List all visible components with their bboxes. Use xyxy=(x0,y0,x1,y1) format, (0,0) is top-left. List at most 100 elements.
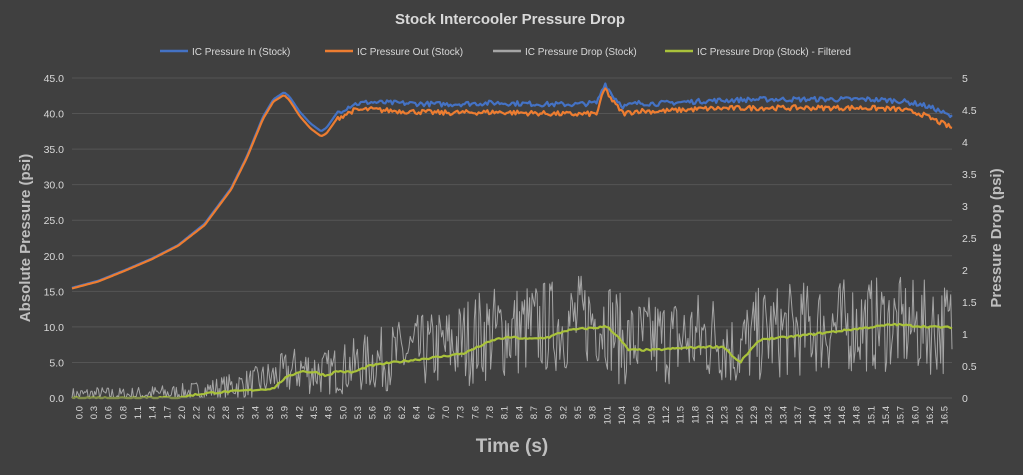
x-tick-label: 0.6 xyxy=(104,406,115,419)
x-tick-label: 11.2 xyxy=(661,406,672,424)
x-tick-label: 6.7 xyxy=(426,406,437,419)
series-line-ic-pressure-out-stock xyxy=(71,87,953,290)
y-tick-label: 35.0 xyxy=(44,144,65,156)
x-tick-label: 9.0 xyxy=(544,406,555,419)
x-tick-label: 16.5 xyxy=(940,406,951,425)
legend-label: IC Pressure Drop (Stock) xyxy=(525,47,637,58)
x-tick-label: 3.6 xyxy=(265,406,276,419)
legend-item-ic-pressure-in-stock: IC Pressure In (Stock) xyxy=(160,47,290,58)
y-tick-label: 40.0 xyxy=(44,109,65,121)
chart-title: Stock Intercooler Pressure Drop xyxy=(395,11,625,28)
x-tick-label: 3.1 xyxy=(236,406,247,419)
y2-tick-label: 5 xyxy=(962,73,968,85)
x-tick-label: 3.9 xyxy=(280,406,291,419)
x-tick-label: 9.5 xyxy=(573,406,584,419)
y2-tick-label: 4 xyxy=(962,137,968,149)
x-tick-label: 14.6 xyxy=(837,406,848,425)
x-tick-label: 8.4 xyxy=(514,406,525,419)
x-tick-label: 4.5 xyxy=(309,406,320,419)
series-line-ic-pressure-drop-stock-filtered xyxy=(71,322,953,400)
x-tick-label: 6.2 xyxy=(397,406,408,419)
series-layer xyxy=(71,82,953,400)
y-tick-label: 5.0 xyxy=(49,357,64,369)
x-tick-label: 7.6 xyxy=(470,406,481,419)
legend: IC Pressure In (Stock) IC Pressure Out (S… xyxy=(160,47,851,58)
x-tick-label: 0.3 xyxy=(89,406,100,419)
y-axis-ticks: 0.0 5.0 10.0 15.0 20.0 25.0 30.0 35.0 40.0 45.0 xyxy=(44,73,65,405)
x-tick-label: 12.3 xyxy=(720,406,731,425)
y-tick-label: 10.0 xyxy=(44,322,65,334)
x-tick-label: 14.3 xyxy=(822,406,833,425)
x-tick-label: 0.8 xyxy=(118,406,129,419)
x-tick-label: 2.2 xyxy=(192,406,203,419)
x-tick-label: 1.4 xyxy=(148,406,159,419)
y-tick-label: 45.0 xyxy=(44,73,65,85)
x-tick-label: 12.6 xyxy=(734,406,745,425)
legend-item-ic-pressure-drop-stock: IC Pressure Drop (Stock) xyxy=(493,47,637,58)
x-tick-label: 16.0 xyxy=(910,406,921,425)
x-tick-label: 7.8 xyxy=(485,406,496,419)
y2-tick-label: 3 xyxy=(962,201,968,213)
x-tick-label: 1.7 xyxy=(162,406,173,419)
legend-item-ic-pressure-drop-stock-filtered: IC Pressure Drop (Stock) - Filtered xyxy=(665,47,851,58)
x-tick-label: 4.8 xyxy=(324,406,335,419)
series-line-ic-pressure-drop-stock xyxy=(71,275,953,399)
legend-label: IC Pressure In (Stock) xyxy=(192,47,290,58)
y2-tick-label: 2.5 xyxy=(962,233,977,245)
x-axis-title: Time (s) xyxy=(476,436,549,457)
x-tick-label: 5.6 xyxy=(368,406,379,419)
x-tick-label: 7.0 xyxy=(441,406,452,419)
y2-tick-label: 1 xyxy=(962,329,968,341)
x-tick-label: 14.8 xyxy=(852,406,863,425)
y2-tick-label: 2 xyxy=(962,265,968,277)
x-tick-label: 10.6 xyxy=(632,406,643,425)
x-tick-label: 2.5 xyxy=(206,406,217,419)
x-tick-label: 10.4 xyxy=(617,406,628,425)
x-tick-label: 15.4 xyxy=(881,406,892,425)
y2-tick-label: 0.5 xyxy=(962,361,977,373)
y-tick-label: 20.0 xyxy=(44,251,65,263)
x-tick-label: 13.4 xyxy=(778,406,789,425)
x-tick-label: 10.1 xyxy=(602,406,613,425)
y2-axis-title: Pressure Drop (psi) xyxy=(988,168,1005,307)
x-tick-label: 9.8 xyxy=(588,406,599,419)
x-tick-label: 9.2 xyxy=(558,406,569,419)
y2-tick-label: 0 xyxy=(962,393,968,405)
x-tick-label: 16.2 xyxy=(925,406,936,425)
x-tick-label: 2.8 xyxy=(221,406,232,419)
legend-item-ic-pressure-out-stock: IC Pressure Out (Stock) xyxy=(325,47,463,58)
x-tick-label: 8.7 xyxy=(529,406,540,419)
x-tick-label: 3.4 xyxy=(250,406,261,419)
x-tick-label: 11.8 xyxy=(690,406,701,424)
x-tick-label: 11.5 xyxy=(676,406,687,424)
x-tick-label: 5.3 xyxy=(353,406,364,419)
y-tick-label: 25.0 xyxy=(44,215,65,227)
y-tick-label: 15.0 xyxy=(44,286,65,298)
x-tick-label: 13.7 xyxy=(793,406,804,425)
y-tick-label: 30.0 xyxy=(44,180,65,192)
x-tick-label: 2.0 xyxy=(177,406,188,419)
y-tick-label: 0.0 xyxy=(49,393,64,405)
x-tick-label: 6.4 xyxy=(412,406,423,419)
y-axis-title: Absolute Pressure (psi) xyxy=(17,154,34,322)
legend-label: IC Pressure Out (Stock) xyxy=(357,47,463,58)
y2-tick-label: 4.5 xyxy=(962,105,977,117)
x-tick-label: 13.2 xyxy=(764,406,775,425)
x-tick-label: 0.0 xyxy=(74,406,85,419)
x-tick-label: 5.9 xyxy=(382,406,393,419)
x-axis-ticks: 0.0 0.3 0.6 0.8 1.1 1.4 1.7 2.0 2.2 2.5 2.8 3.1 3.4 3… xyxy=(74,406,950,425)
x-tick-label: 14.0 xyxy=(808,406,819,425)
x-tick-label: 15.1 xyxy=(866,406,877,425)
x-tick-label: 4.2 xyxy=(294,406,305,419)
legend-label: IC Pressure Drop (Stock) - Filtered xyxy=(697,47,851,58)
y2-tick-label: 3.5 xyxy=(962,169,977,181)
x-tick-label: 5.0 xyxy=(338,406,349,419)
x-tick-label: 12.9 xyxy=(749,406,760,425)
y2-axis-ticks: 0 0.5 1 1.5 2 2.5 3 3.5 4 4.5 5 xyxy=(962,73,977,405)
y2-tick-label: 1.5 xyxy=(962,297,977,309)
x-tick-label: 1.1 xyxy=(133,406,144,419)
x-tick-label: 15.7 xyxy=(896,406,907,425)
x-tick-label: 12.0 xyxy=(705,406,716,425)
